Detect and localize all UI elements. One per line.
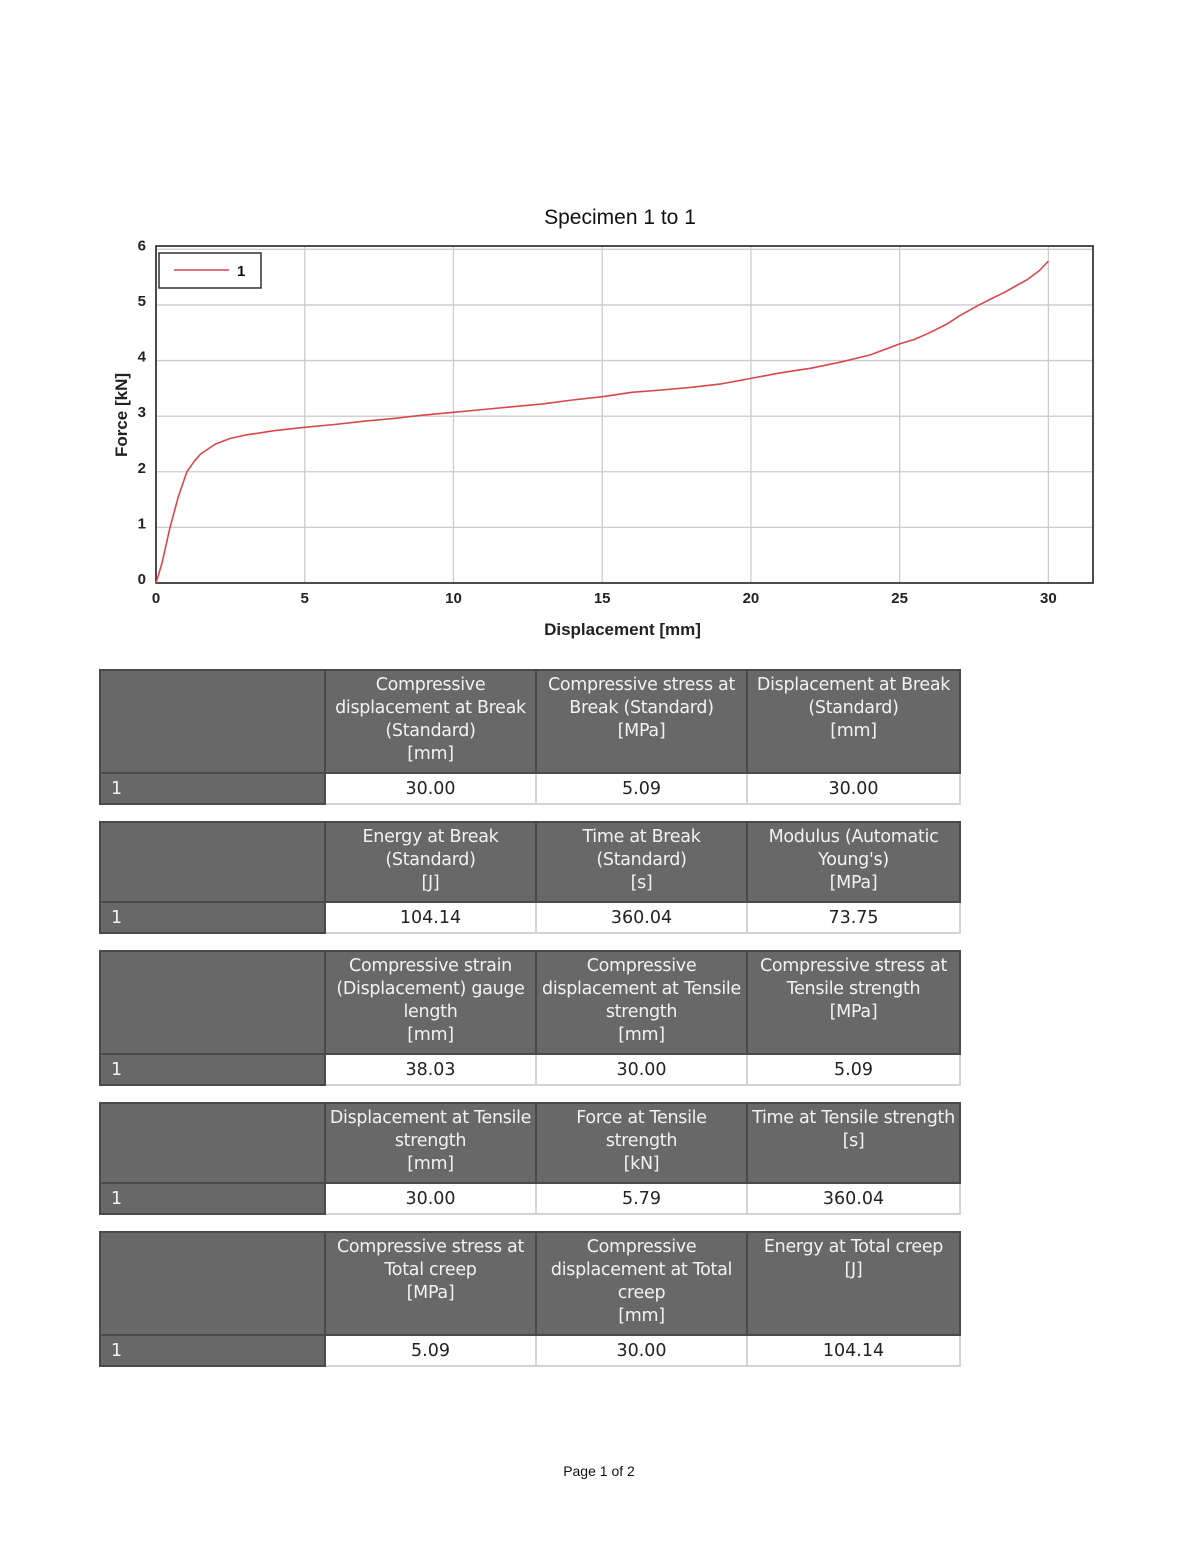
value-cell: 104.14	[324, 901, 537, 934]
row-header-corner	[99, 1231, 326, 1336]
table-row: 1 30.00 5.09 30.00	[99, 772, 961, 805]
column-header: Compressive strain (Displacement) gauge …	[324, 950, 537, 1055]
column-header: Compressive stress at Total creep [MPa]	[324, 1231, 537, 1336]
page-number: Page 1 of 2	[563, 1463, 635, 1479]
value-cell: 38.03	[324, 1053, 537, 1086]
results-table-4: Displacement at Tensile strength [mm] Fo…	[99, 1102, 961, 1215]
chart-plot: 0 5 10 15 20 25 30 0 1 2 3 4 5 6 1 Displacement [mm] For…	[112, 237, 1094, 639]
value-cell: 30.00	[324, 1182, 537, 1215]
specimen-label: 1	[99, 901, 326, 934]
x-tick-label: 10	[445, 590, 462, 607]
value-cell: 73.75	[746, 901, 961, 934]
column-header: Force at Tensile strength [kN]	[535, 1102, 748, 1184]
x-tick-label: 30	[1040, 590, 1057, 607]
results-table-5: Compressive stress at Total creep [MPa] …	[99, 1231, 961, 1367]
y-axis-label: Force [kN]	[112, 373, 131, 457]
y-tick-label: 5	[138, 293, 146, 310]
row-header-corner	[99, 821, 326, 903]
series-line	[155, 260, 1049, 584]
x-tick-label: 0	[152, 590, 160, 607]
results-table-1: Compressive displacement at Break (Stand…	[99, 669, 961, 805]
y-tick-label: 4	[138, 349, 147, 366]
column-header: Modulus (Automatic Young's) [MPa]	[746, 821, 961, 903]
row-header-corner	[99, 1102, 326, 1184]
value-cell: 5.09	[746, 1053, 961, 1086]
table-row: 1 104.14 360.04 73.75	[99, 901, 961, 934]
value-cell: 360.04	[535, 901, 748, 934]
column-header: Compressive stress at Tensile strength […	[746, 950, 961, 1055]
x-axis-label: Displacement [mm]	[544, 620, 701, 639]
column-header: Compressive displacement at Total creep …	[535, 1231, 748, 1336]
row-header-corner	[99, 669, 326, 774]
specimen-label: 1	[99, 1053, 326, 1086]
results-tables: Compressive displacement at Break (Stand…	[99, 669, 961, 1383]
chart-title: Specimen 1 to 1	[544, 206, 696, 229]
y-tick-label: 3	[138, 404, 146, 421]
table-row: 1 38.03 30.00 5.09	[99, 1053, 961, 1086]
value-cell: 30.00	[324, 772, 537, 805]
row-header-corner	[99, 950, 326, 1055]
x-tick-label: 15	[594, 590, 611, 607]
column-header: Compressive displacement at Break (Stand…	[324, 669, 537, 774]
x-tick-label: 5	[301, 590, 309, 607]
results-table-2: Energy at Break (Standard) [J] Time at B…	[99, 821, 961, 934]
y-tick-label: 6	[138, 237, 146, 254]
value-cell: 5.09	[535, 772, 748, 805]
value-cell: 104.14	[746, 1334, 961, 1367]
specimen-label: 1	[99, 1182, 326, 1215]
y-tick-label: 2	[138, 460, 146, 477]
column-header: Energy at Total creep [J]	[746, 1231, 961, 1336]
value-cell: 5.79	[535, 1182, 748, 1215]
value-cell: 30.00	[535, 1334, 748, 1367]
legend-label: 1	[237, 263, 245, 280]
table-row: 1 30.00 5.79 360.04	[99, 1182, 961, 1215]
value-cell: 30.00	[746, 772, 961, 805]
specimen-label: 1	[99, 772, 326, 805]
force-displacement-chart: Specimen 1 to 1 0 5 10 15 20 25 30 0 1 2 3 4 5 6 1 Disp…	[0, 0, 1200, 650]
column-header: Displacement at Tensile strength [mm]	[324, 1102, 537, 1184]
specimen-label: 1	[99, 1334, 326, 1367]
x-tick-label: 20	[743, 590, 760, 607]
value-cell: 360.04	[746, 1182, 961, 1215]
y-tick-label: 0	[138, 571, 146, 588]
column-header: Displacement at Break (Standard) [mm]	[746, 669, 961, 774]
y-tick-label: 1	[138, 515, 146, 532]
plot-frame	[155, 245, 1094, 584]
column-header: Energy at Break (Standard) [J]	[324, 821, 537, 903]
value-cell: 30.00	[535, 1053, 748, 1086]
x-tick-label: 25	[891, 590, 908, 607]
column-header: Time at Break (Standard) [s]	[535, 821, 748, 903]
column-header: Time at Tensile strength [s]	[746, 1102, 961, 1184]
results-table-3: Compressive strain (Displacement) gauge …	[99, 950, 961, 1086]
column-header: Compressive stress at Break (Standard) […	[535, 669, 748, 774]
table-row: 1 5.09 30.00 104.14	[99, 1334, 961, 1367]
column-header: Compressive displacement at Tensile stre…	[535, 950, 748, 1055]
value-cell: 5.09	[324, 1334, 537, 1367]
